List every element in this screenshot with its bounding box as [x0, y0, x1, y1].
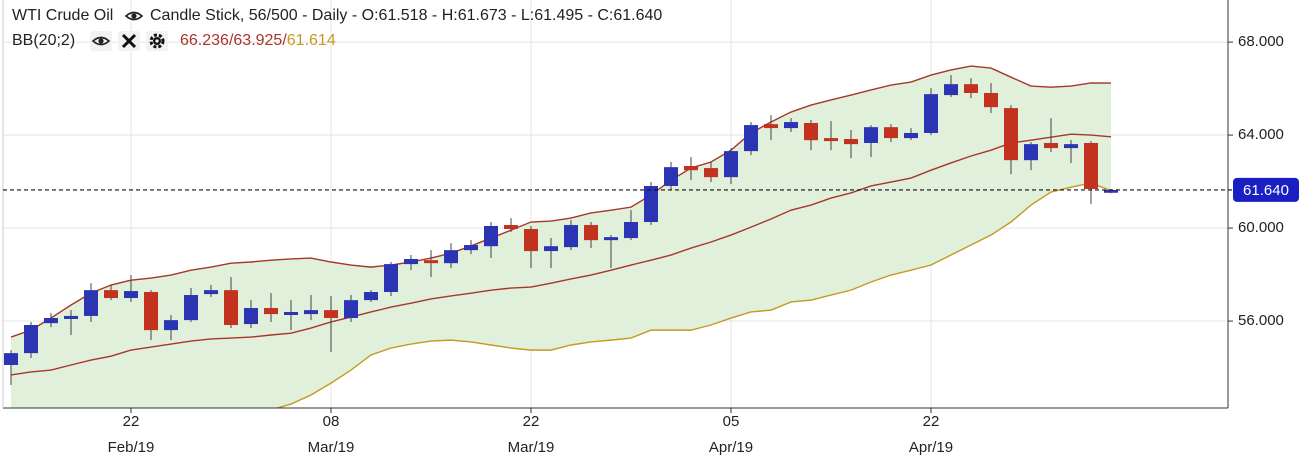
- candle-body: [284, 311, 298, 316]
- candle-body: [704, 168, 718, 178]
- y-tick-label: 68.000: [1238, 33, 1284, 50]
- candle-body: [724, 151, 738, 178]
- candle-body: [124, 291, 138, 299]
- x-tick-label: 22: [923, 413, 940, 430]
- separator: /: [229, 32, 234, 49]
- x-tick-label: 05: [723, 413, 740, 430]
- candle-body: [1044, 142, 1058, 149]
- candle-body: [324, 310, 338, 319]
- candle-body: [504, 225, 518, 229]
- candle-body: [444, 250, 458, 264]
- candle-body: [784, 122, 798, 129]
- x-tick-month: Mar/19: [508, 439, 555, 456]
- x-tick-month: Apr/19: [909, 439, 953, 456]
- candle-body: [464, 245, 478, 251]
- candle-body: [584, 225, 598, 241]
- x-tick-label: 08: [323, 413, 340, 430]
- x-tick-month: Apr/19: [709, 439, 753, 456]
- candle-body: [684, 165, 698, 171]
- candle-body: [604, 237, 618, 241]
- candle-body: [924, 94, 938, 133]
- candle-body: [964, 84, 978, 93]
- candle-body: [864, 127, 878, 143]
- y-tick-label: 64.000: [1238, 126, 1284, 143]
- candle-body: [744, 125, 758, 152]
- last-price-box: [1233, 177, 1299, 202]
- candle-body: [1064, 144, 1078, 149]
- candle-body: [624, 222, 638, 239]
- band-lower: [274, 182, 1112, 408]
- plot-area: [4, 65, 1118, 408]
- eye-icon[interactable]: [124, 11, 144, 21]
- candle-body: [1004, 108, 1018, 161]
- band-middle: [10, 133, 1112, 376]
- candle-body: [984, 92, 998, 108]
- candle-body: [244, 308, 258, 325]
- candle-body: [364, 291, 378, 301]
- candle-body: [104, 290, 118, 299]
- candle-body: [304, 310, 318, 315]
- remove-icon[interactable]: [118, 31, 140, 51]
- candle-body: [1104, 189, 1118, 193]
- candle-body: [184, 295, 198, 321]
- candle-body: [144, 291, 158, 331]
- candle-body: [664, 167, 678, 186]
- indicator-name: BB(20;2): [12, 32, 75, 49]
- upper-value: 66.236: [180, 32, 229, 49]
- candle-body: [564, 225, 578, 248]
- candle-body: [424, 260, 438, 264]
- candle-body: [164, 320, 178, 331]
- eye-icon[interactable]: [90, 31, 112, 51]
- candle-body: [524, 228, 538, 252]
- candle-body: [24, 325, 38, 354]
- candle-body: [404, 258, 418, 265]
- candle-body: [764, 124, 778, 129]
- band-fill: [11, 66, 1111, 408]
- separator: /: [282, 32, 287, 49]
- candle-body: [344, 300, 358, 319]
- candle-body: [484, 225, 498, 247]
- candle-body: [804, 122, 818, 141]
- candle-body: [904, 132, 918, 139]
- x-tick-label: 22: [123, 413, 140, 430]
- y-tick-label: 60.000: [1238, 219, 1284, 236]
- candle-body: [384, 264, 398, 292]
- y-tick-label: 56.000: [1238, 312, 1284, 329]
- candle-body: [264, 308, 278, 315]
- candle-body: [1084, 142, 1098, 190]
- chart-title: WTI Crude Oil: [12, 7, 113, 24]
- candle-body: [64, 315, 78, 319]
- candle-body: [944, 84, 958, 96]
- axes: 56.000 60.000 64.000 68.000 22 Feb/19 08 Mar/19…: [3, 33, 1299, 456]
- candle-body: [844, 139, 858, 145]
- candle-body: [224, 290, 238, 326]
- candle-body: [544, 246, 558, 252]
- x-tick-month: Feb/19: [108, 439, 155, 456]
- last-price-label: 61.640: [1243, 182, 1289, 199]
- candle-body: [884, 127, 898, 139]
- x-tick-month: Mar/19: [308, 439, 355, 456]
- lower-value: 61.614: [287, 32, 336, 49]
- band-upper: [10, 65, 1112, 338]
- candle-body: [84, 290, 98, 316]
- middle-value: 63.925: [233, 32, 282, 49]
- x-tick-label: 22: [523, 413, 540, 430]
- settings-icon[interactable]: [146, 31, 168, 51]
- candle-body: [1024, 144, 1038, 161]
- chart-subtitle: Candle Stick, 56/500 - Daily - O:61.518 …: [150, 7, 662, 24]
- candle-body: [824, 138, 838, 142]
- candle-body: [44, 318, 58, 324]
- indicator-values: 66.236/63.925/61.614: [180, 32, 336, 49]
- candle-body: [204, 290, 218, 295]
- candle-body: [644, 185, 658, 223]
- candle-body: [4, 353, 18, 365]
